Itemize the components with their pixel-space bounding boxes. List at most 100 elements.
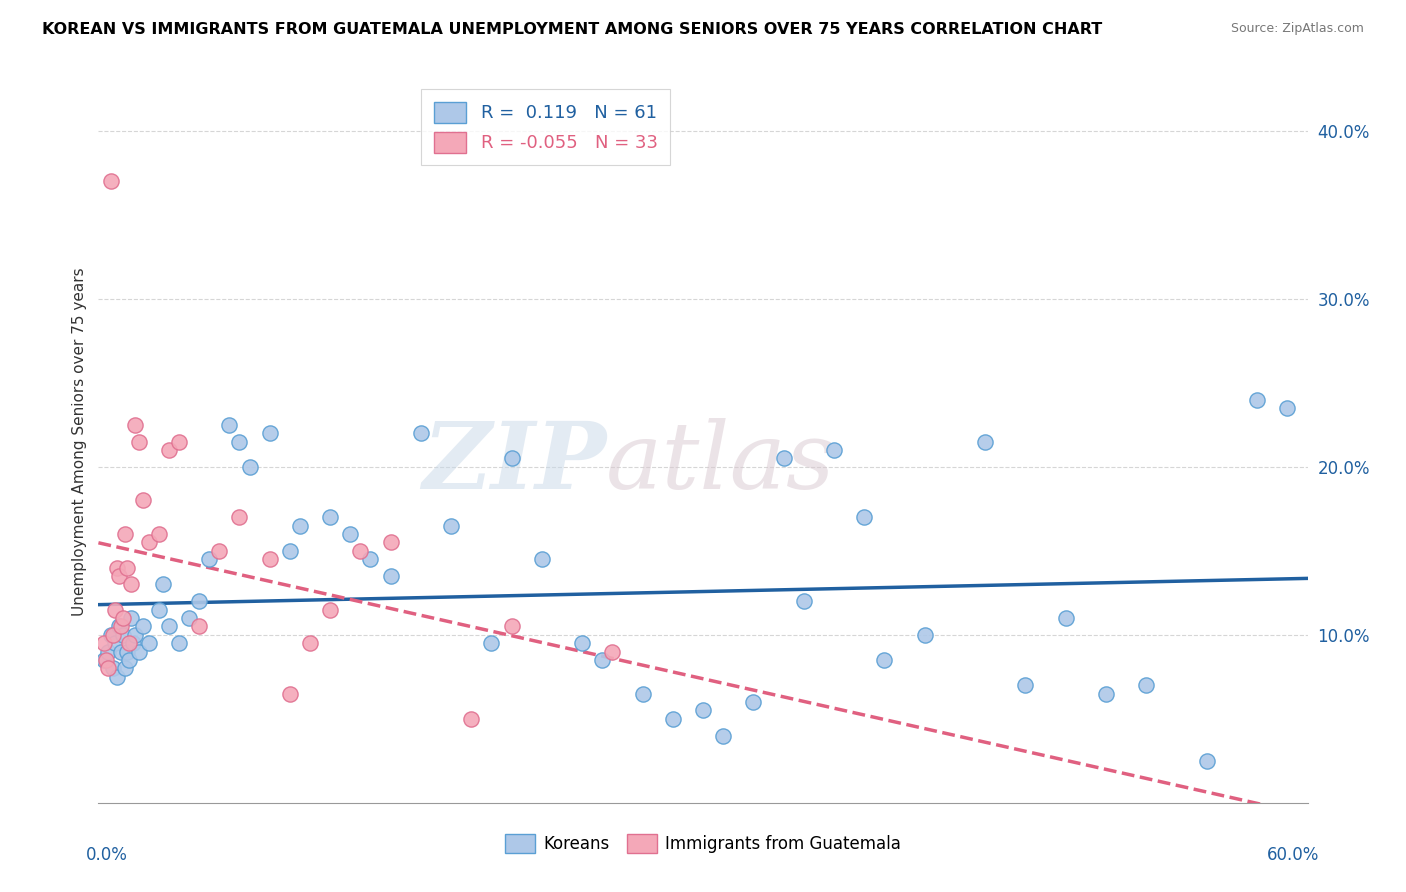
Point bbox=[1246, 392, 1268, 407]
Point bbox=[319, 510, 342, 524]
Text: Source: ZipAtlas.com: Source: ZipAtlas.com bbox=[1230, 22, 1364, 36]
Point bbox=[114, 527, 136, 541]
Point bbox=[132, 493, 155, 508]
Point bbox=[96, 653, 118, 667]
Point bbox=[530, 552, 553, 566]
Text: atlas: atlas bbox=[606, 418, 835, 508]
Point bbox=[823, 442, 845, 457]
Point bbox=[288, 518, 311, 533]
Point bbox=[114, 661, 136, 675]
Point bbox=[103, 636, 125, 650]
Point bbox=[228, 434, 250, 449]
Point bbox=[93, 653, 115, 667]
Point bbox=[380, 569, 402, 583]
Point bbox=[105, 560, 128, 574]
Point bbox=[793, 594, 815, 608]
Point bbox=[148, 602, 170, 616]
Point bbox=[124, 417, 146, 432]
Point bbox=[179, 611, 201, 625]
Point bbox=[742, 695, 765, 709]
Text: 0.0%: 0.0% bbox=[86, 847, 128, 864]
Y-axis label: Unemployment Among Seniors over 75 years: Unemployment Among Seniors over 75 years bbox=[72, 268, 87, 615]
Point bbox=[138, 636, 160, 650]
Point bbox=[120, 577, 142, 591]
Point bbox=[380, 535, 402, 549]
Legend: Koreans, Immigrants from Guatemala: Koreans, Immigrants from Guatemala bbox=[499, 827, 907, 860]
Point bbox=[1014, 678, 1036, 692]
Point bbox=[100, 174, 122, 188]
Point bbox=[460, 712, 482, 726]
Point bbox=[772, 451, 794, 466]
Point bbox=[1095, 687, 1118, 701]
Point bbox=[111, 611, 134, 625]
Point bbox=[198, 552, 221, 566]
Point bbox=[120, 611, 142, 625]
Point bbox=[914, 628, 936, 642]
Point bbox=[148, 527, 170, 541]
Point bbox=[661, 712, 683, 726]
Point bbox=[107, 569, 129, 583]
Point bbox=[208, 543, 231, 558]
Point bbox=[157, 619, 180, 633]
Point bbox=[128, 434, 150, 449]
Point bbox=[853, 510, 876, 524]
Point bbox=[188, 619, 211, 633]
Point bbox=[110, 644, 132, 658]
Point bbox=[101, 628, 124, 642]
Point bbox=[115, 560, 138, 574]
Point bbox=[107, 619, 129, 633]
Point bbox=[278, 687, 301, 701]
Point bbox=[132, 619, 155, 633]
Point bbox=[157, 442, 180, 457]
Point bbox=[440, 518, 463, 533]
Point bbox=[299, 636, 322, 650]
Point bbox=[339, 527, 361, 541]
Point bbox=[501, 619, 523, 633]
Point bbox=[115, 644, 138, 658]
Point bbox=[319, 602, 342, 616]
Point bbox=[259, 552, 281, 566]
Point bbox=[692, 703, 714, 717]
Point bbox=[360, 552, 382, 566]
Point bbox=[631, 687, 654, 701]
Point bbox=[1195, 754, 1218, 768]
Point bbox=[97, 644, 120, 658]
Point bbox=[1277, 401, 1299, 415]
Text: ZIP: ZIP bbox=[422, 418, 606, 508]
Point bbox=[167, 636, 190, 650]
Point bbox=[591, 653, 613, 667]
Point bbox=[974, 434, 997, 449]
Point bbox=[138, 535, 160, 549]
Point bbox=[1135, 678, 1157, 692]
Point bbox=[118, 636, 141, 650]
Point bbox=[501, 451, 523, 466]
Point bbox=[128, 644, 150, 658]
Point bbox=[105, 670, 128, 684]
Point bbox=[239, 459, 262, 474]
Point bbox=[259, 426, 281, 441]
Point bbox=[711, 729, 734, 743]
Point bbox=[602, 644, 624, 658]
Point bbox=[152, 577, 174, 591]
Point bbox=[100, 628, 122, 642]
Point bbox=[124, 628, 146, 642]
Text: KOREAN VS IMMIGRANTS FROM GUATEMALA UNEMPLOYMENT AMONG SENIORS OVER 75 YEARS COR: KOREAN VS IMMIGRANTS FROM GUATEMALA UNEM… bbox=[42, 22, 1102, 37]
Point bbox=[228, 510, 250, 524]
Text: 60.0%: 60.0% bbox=[1267, 847, 1320, 864]
Point bbox=[278, 543, 301, 558]
Point bbox=[1054, 611, 1077, 625]
Point bbox=[188, 594, 211, 608]
Point bbox=[103, 602, 125, 616]
Point bbox=[349, 543, 371, 558]
Point bbox=[409, 426, 432, 441]
Point bbox=[121, 636, 143, 650]
Point bbox=[93, 636, 115, 650]
Point bbox=[481, 636, 503, 650]
Point bbox=[167, 434, 190, 449]
Point bbox=[218, 417, 240, 432]
Point bbox=[110, 619, 132, 633]
Point bbox=[101, 661, 124, 675]
Point bbox=[97, 661, 120, 675]
Point bbox=[571, 636, 593, 650]
Point bbox=[118, 653, 141, 667]
